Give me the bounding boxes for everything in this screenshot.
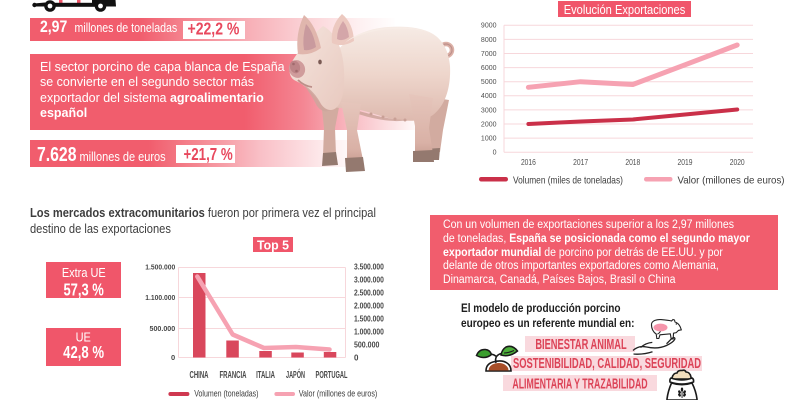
svg-text:2018: 2018 — [625, 157, 640, 167]
svg-text:2017: 2017 — [573, 157, 588, 167]
svg-text:4000: 4000 — [481, 93, 497, 100]
svg-text:8000: 8000 — [481, 37, 497, 44]
svg-text:3.500.000: 3.500.000 — [354, 262, 384, 272]
svg-text:Extra UE: Extra UE — [62, 265, 106, 280]
svg-text:Valor (millones de euros): Valor (millones de euros) — [299, 389, 378, 399]
svg-text:0: 0 — [171, 353, 175, 362]
svg-text:CHINA: CHINA — [190, 369, 209, 380]
svg-text:1.000.000: 1.000.000 — [354, 327, 384, 337]
svg-text:7000: 7000 — [481, 51, 497, 58]
svg-text:2016: 2016 — [521, 157, 536, 167]
svg-text:+21,7 %: +21,7 % — [184, 145, 233, 164]
svg-text:2000: 2000 — [481, 121, 497, 128]
svg-text:JAPÓN: JAPÓN — [286, 369, 305, 380]
svg-text:+22,2 %: +22,2 % — [188, 19, 240, 39]
svg-text:1.500.000: 1.500.000 — [354, 314, 384, 324]
svg-text:42,8 %: 42,8 % — [63, 343, 104, 362]
svg-text:1.100.000: 1.100.000 — [145, 294, 175, 302]
svg-text:3.000.000: 3.000.000 — [354, 275, 384, 285]
svg-text:UE: UE — [76, 330, 91, 345]
svg-text:millones de toneladas: millones de toneladas — [75, 21, 178, 35]
svg-text:Top 5: Top 5 — [257, 238, 289, 252]
svg-text:Volumen (toneladas): Volumen (toneladas) — [194, 389, 259, 399]
svg-text:millones de euros: millones de euros — [80, 150, 166, 164]
svg-text:ALIMENTARIA Y TRAZABILIDAD: ALIMENTARIA Y TRAZABILIDAD — [512, 375, 647, 392]
svg-text:0: 0 — [493, 150, 497, 157]
svg-text:SOSTENIBILIDAD, CALIDAD, SEGUR: SOSTENIBILIDAD, CALIDAD, SEGURIDAD — [513, 355, 701, 372]
svg-text:2019: 2019 — [678, 157, 693, 167]
svg-text:2.500.000: 2.500.000 — [354, 288, 384, 298]
svg-text:1.500.000: 1.500.000 — [145, 263, 175, 271]
svg-text:2020: 2020 — [730, 157, 745, 167]
svg-text:Volumen (miles de toneladas): Volumen (miles de toneladas) — [513, 175, 623, 186]
svg-text:FRANCIA: FRANCIA — [220, 369, 247, 380]
svg-text:500.000: 500.000 — [149, 324, 175, 333]
svg-text:PORTUGAL: PORTUGAL — [316, 369, 348, 380]
svg-text:7.628: 7.628 — [37, 142, 76, 166]
svg-text:500.000: 500.000 — [354, 340, 379, 350]
svg-text:Valor (millones de euros): Valor (millones de euros) — [678, 175, 785, 186]
svg-text:1000: 1000 — [481, 136, 497, 143]
svg-text:BIENESTAR ANIMAL: BIENESTAR ANIMAL — [535, 336, 627, 353]
svg-text:2,97: 2,97 — [40, 18, 67, 36]
svg-text:Evolución Exportaciones: Evolución Exportaciones — [564, 2, 686, 17]
svg-text:3000: 3000 — [481, 107, 497, 114]
svg-text:6000: 6000 — [481, 65, 497, 72]
svg-text:ITALIA: ITALIA — [256, 369, 275, 380]
svg-text:57,3 %: 57,3 % — [63, 281, 104, 300]
svg-text:9000: 9000 — [481, 23, 497, 30]
svg-text:2.000.000: 2.000.000 — [354, 301, 384, 311]
svg-text:5000: 5000 — [481, 79, 497, 86]
svg-text:0: 0 — [354, 354, 359, 363]
